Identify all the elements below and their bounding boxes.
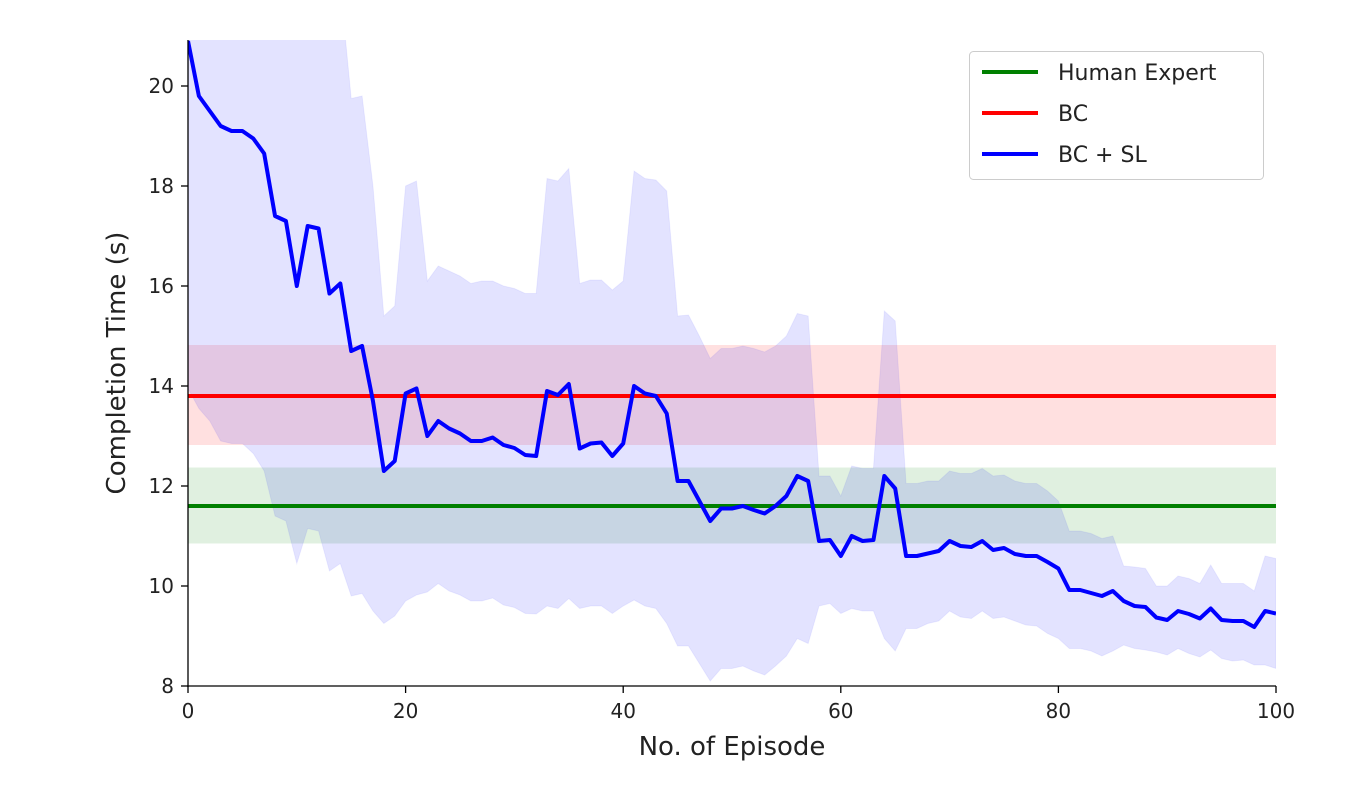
x-axis-label: No. of Episode bbox=[639, 732, 826, 762]
legend-label-bc-sl: BC + SL bbox=[1058, 143, 1147, 168]
y-axis-label: Completion Time (s) bbox=[102, 232, 132, 495]
x-tick-label: 0 bbox=[182, 699, 195, 723]
x-ticks: 0 20 40 60 80 100 bbox=[182, 686, 1295, 723]
legend: Human Expert BC BC + SL bbox=[969, 51, 1264, 180]
x-tick-label: 20 bbox=[393, 699, 418, 723]
bc-sl-band bbox=[188, 40, 1276, 682]
y-tick-label: 20 bbox=[149, 74, 174, 98]
bc-sl-line bbox=[188, 40, 1276, 629]
x-tick-label: 100 bbox=[1257, 699, 1295, 723]
x-tick-label: 60 bbox=[828, 699, 853, 723]
y-tick-label: 16 bbox=[149, 274, 174, 298]
x-tick-label: 80 bbox=[1046, 699, 1071, 723]
y-tick-label: 14 bbox=[149, 374, 174, 398]
x-tick-label: 40 bbox=[610, 699, 635, 723]
legend-box bbox=[969, 51, 1264, 180]
y-tick-label: 10 bbox=[149, 574, 174, 598]
series-lines bbox=[188, 40, 1276, 629]
legend-label-human-expert: Human Expert bbox=[1058, 61, 1217, 86]
legend-label-bc: BC bbox=[1058, 102, 1088, 127]
y-ticks: 8 10 12 14 16 18 20 bbox=[149, 74, 188, 698]
y-tick-label: 12 bbox=[149, 474, 174, 498]
y-tick-label: 8 bbox=[161, 674, 174, 698]
y-tick-label: 18 bbox=[149, 174, 174, 198]
